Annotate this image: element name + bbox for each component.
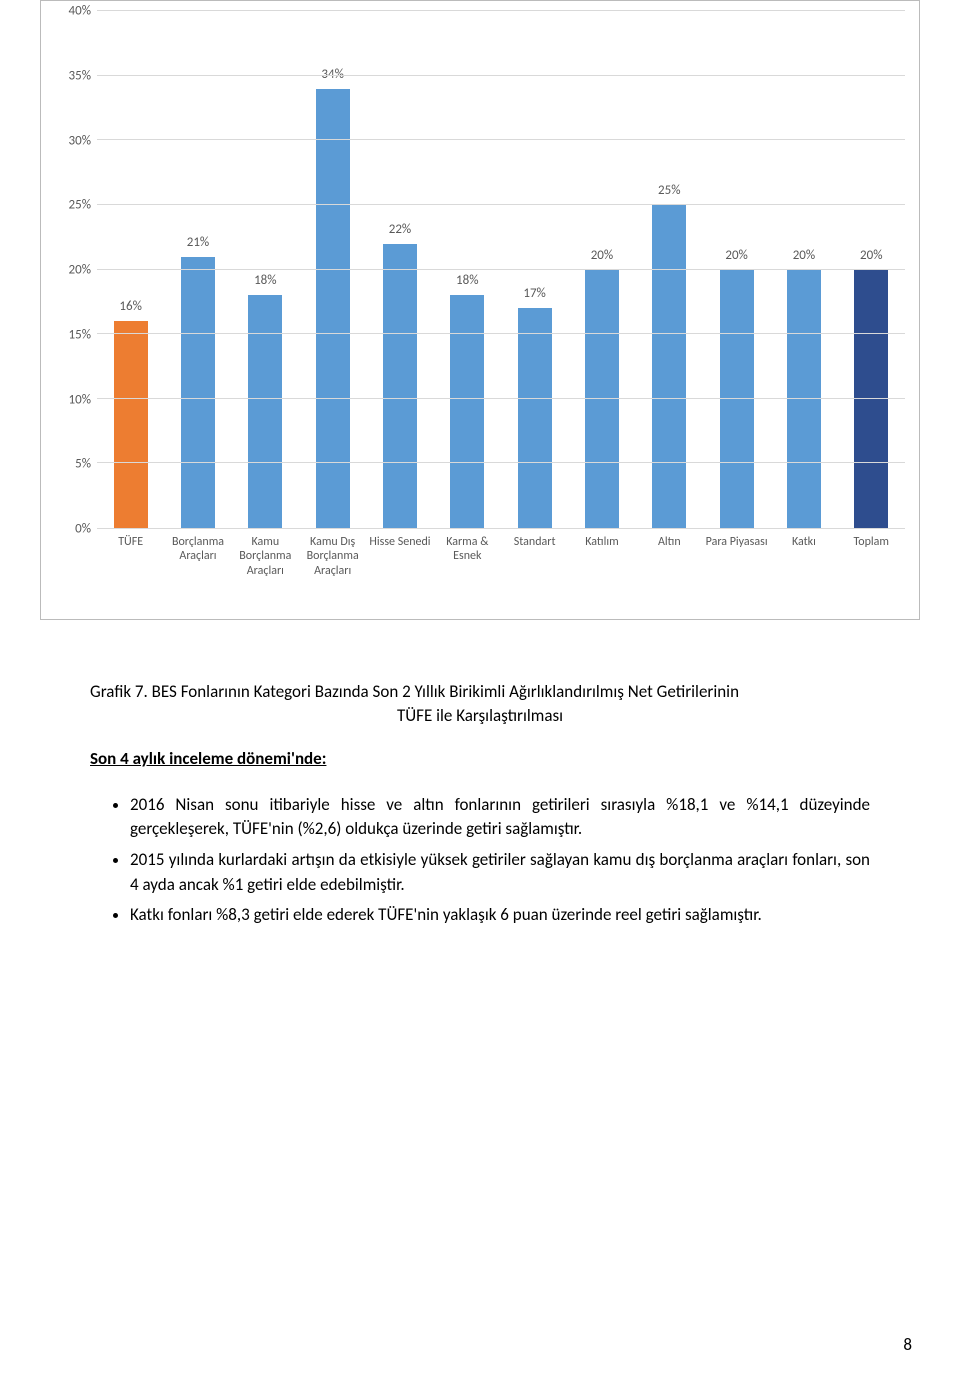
x-category-label: Para Piyasası [703, 529, 770, 609]
bar: 25% [652, 205, 686, 528]
bullet-item: Katkı fonları %8,3 getiri elde ederek TÜ… [130, 903, 870, 928]
bar: 20% [787, 270, 821, 529]
x-axis-labels: TÜFEBorçlanma AraçlarıKamu Borçlanma Ara… [97, 529, 905, 609]
bar-slot: 18% [232, 11, 299, 528]
bar: 20% [585, 270, 619, 529]
bar-value-label: 17% [523, 286, 545, 301]
y-tick-label: 30% [69, 133, 91, 148]
x-category-label: Katkı [770, 529, 837, 609]
y-tick-label: 35% [69, 68, 91, 83]
grid-line [97, 398, 905, 399]
bar-slot: 20% [568, 11, 635, 528]
y-tick-label: 40% [69, 4, 91, 19]
grid-line [97, 462, 905, 463]
bar-slot: 25% [636, 11, 703, 528]
bar: 22% [383, 244, 417, 528]
y-tick-label: 5% [75, 457, 91, 472]
bar-value-label: 20% [793, 248, 815, 263]
bar-slot: 34% [299, 11, 366, 528]
grid-line [97, 269, 905, 270]
bar-slot: 20% [770, 11, 837, 528]
x-category-label: Kamu Dış Borçlanma Araçları [299, 529, 366, 609]
bar: 17% [518, 308, 552, 528]
y-tick-label: 15% [69, 327, 91, 342]
x-category-label: Borçlanma Araçları [164, 529, 231, 609]
bar-slot: 21% [164, 11, 231, 528]
grid-line [97, 75, 905, 76]
bar-slot: 22% [366, 11, 433, 528]
x-category-label: Standart [501, 529, 568, 609]
bar-slot: 17% [501, 11, 568, 528]
bar-value-label: 20% [725, 248, 747, 263]
y-tick-label: 0% [75, 522, 91, 537]
bar-slot: 20% [838, 11, 905, 528]
plot-area: 16% 21% 18% 34% 22% 18% 17% 20% 25% 20% 20% 20% [97, 11, 905, 529]
chart-inner: 0%5%10%15%20%25%30%35%40% 16%21%18%34%22… [51, 11, 905, 609]
bar-value-label: 20% [591, 248, 613, 263]
grid-line [97, 10, 905, 11]
bar-chart: 0% 5% 10% 15% 20% 25% 30% 35% 40% 16% 21% 18% 34% 22… [40, 0, 920, 620]
bar-slot: 18% [434, 11, 501, 528]
page-number: 8 [903, 1334, 912, 1355]
bar-slot: 16% [97, 11, 164, 528]
subheading: Son 4 aylık inceleme dönemi'nde: [90, 748, 870, 769]
bar-value-label: 18% [254, 273, 276, 288]
grid-line [97, 333, 905, 334]
x-category-label: Kamu Borçlanma Araçları [232, 529, 299, 609]
x-category-label: Karma & Esnek [434, 529, 501, 609]
x-category-label: Toplam [838, 529, 905, 609]
caption-prefix: Grafik 7. [90, 681, 152, 702]
text-content: Grafik 7. BES Fonlarının Kategori Bazınd… [90, 680, 870, 934]
caption-line2: TÜFE ile Karşılaştırılması [90, 704, 870, 728]
x-category-label: Katılım [568, 529, 635, 609]
bar: 21% [181, 257, 215, 528]
bar-value-label: 18% [456, 273, 478, 288]
bullet-item: 2015 yılında kurlardaki artışın da etkis… [130, 848, 870, 897]
bar-value-label: 22% [389, 222, 411, 237]
y-tick-label: 25% [69, 198, 91, 213]
bar: 20% [854, 270, 888, 529]
bullet-list: 2016 Nisan sonu itibariyle hisse ve altı… [90, 793, 870, 928]
x-category-label: Altın [636, 529, 703, 609]
y-axis: 0%5%10%15%20%25%30%35%40% [51, 11, 97, 529]
x-category-label: Hisse Senedi [366, 529, 433, 609]
bar-value-label: 20% [860, 248, 882, 263]
grid-line [97, 139, 905, 140]
bullet-item: 2016 Nisan sonu itibariyle hisse ve altı… [130, 793, 870, 842]
bar: 16% [114, 321, 148, 528]
grid-line [97, 204, 905, 205]
bars-row: 16% 21% 18% 34% 22% 18% 17% 20% 25% 20% 20% 20% [97, 11, 905, 528]
y-tick-label: 20% [69, 263, 91, 278]
bar-slot: 20% [703, 11, 770, 528]
y-tick-label: 10% [69, 392, 91, 407]
caption-line1: BES Fonlarının Kategori Bazında Son 2 Yı… [152, 681, 739, 702]
bar-value-label: 25% [658, 183, 680, 198]
bar-value-label: 21% [187, 235, 209, 250]
bar: 18% [248, 295, 282, 528]
x-category-label: TÜFE [97, 529, 164, 609]
bar-value-label: 16% [119, 299, 141, 314]
bar: 18% [450, 295, 484, 528]
chart-caption: Grafik 7. BES Fonlarının Kategori Bazınd… [90, 680, 870, 728]
bar: 20% [720, 270, 754, 529]
